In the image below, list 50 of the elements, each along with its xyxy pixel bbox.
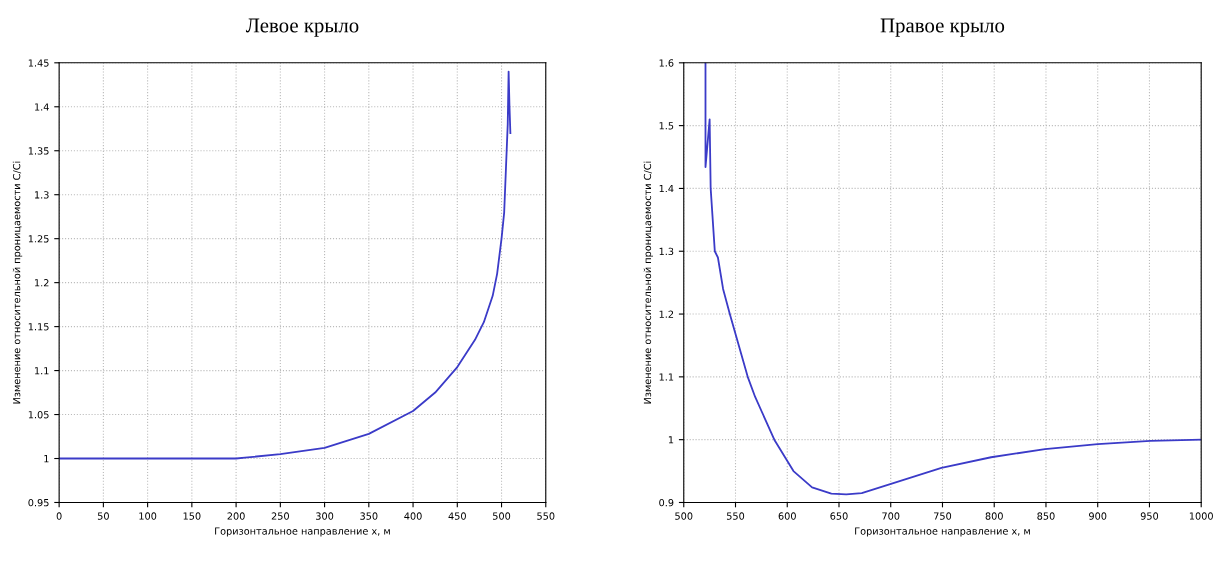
y-tick-label: 1.6 [659,59,674,67]
y-tick-label: 1.4 [35,103,49,111]
chart-title: Левое крыло [245,18,359,37]
x-tick-label: 600 [778,512,796,520]
line-series [704,62,1202,496]
x-tick-label: 950 [1140,512,1159,520]
y-tick-label: 1.2 [35,279,49,287]
x-tick-label: 50 [97,512,109,520]
y-tick-label: 0.9 [659,498,674,507]
x-tick-label: 150 [183,512,201,520]
y-tick-label: 1.1 [35,367,49,375]
y-tick-label: 0.95 [28,498,49,507]
x-tick-label: 650 [830,512,848,520]
x-tick-label: 0 [56,512,62,520]
y-tick-label: 1.25 [28,235,49,243]
x-tick-label: 500 [493,512,511,520]
x-tick-label: 850 [1037,512,1055,520]
y-tick-label: 1 [668,436,674,444]
x-tick-label: 500 [675,512,693,520]
y-tick-label: 1.4 [659,185,674,193]
x-tick-label: 700 [882,512,900,520]
y-tick-label: 1.5 [659,122,674,130]
x-tick-label: 300 [316,512,334,520]
y-tick-label: 1.1 [659,373,674,381]
x-tick-label: 1000 [1189,512,1213,520]
x-tick-label: 450 [448,512,466,520]
y-tick-label: 1.15 [28,323,49,331]
y-axis-title: Изменение относительной проницаемости C/Ci [12,161,23,404]
x-axis-title: Горизонтальное направление x, м [215,527,390,537]
x-tick-label: 350 [360,512,378,520]
x-tick-label: 400 [404,512,422,520]
x-axis-title: Горизонтальное направление x, м [855,527,1030,537]
x-tick-label: 750 [934,512,952,520]
x-tick-label: 550 [726,512,745,520]
x-tick-label: 100 [139,512,157,520]
y-tick-label: 1.3 [659,247,674,256]
y-tick-label: 1.45 [28,59,49,67]
y-tick-label: 1.3 [35,191,49,199]
y-tick-label: 1.2 [659,310,674,318]
y-axis-title: Изменение относительной проницаемости C/Ci [643,161,654,404]
x-tick-label: 800 [985,512,1003,520]
x-tick-label: 550 [537,512,555,520]
y-tick-label: 1.05 [28,411,49,419]
y-tick-label: 1 [44,455,49,463]
x-tick-label: 900 [1089,512,1107,520]
chart-title: Правое крыло [880,18,1005,37]
x-tick-label: 250 [271,512,289,520]
line-series [59,70,512,460]
y-tick-label: 1.35 [28,147,49,155]
x-tick-label: 200 [227,512,245,520]
